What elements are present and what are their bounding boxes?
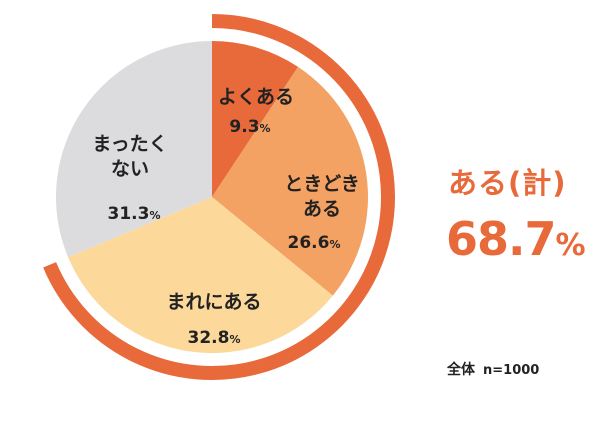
sample-label: 全体 <box>447 362 475 378</box>
slice-label-line: ときどき <box>284 173 359 195</box>
pie-slice <box>68 197 333 353</box>
slice-label-tokidoki: ときどきある <box>284 173 359 220</box>
slice-value-number: 26.6 <box>288 233 330 253</box>
slice-value-unit: % <box>149 209 160 222</box>
slice-value-yokuaru: 9.3% <box>229 117 270 137</box>
total-value-unit: % <box>555 228 586 263</box>
pie-slice <box>55 41 212 258</box>
total-value-number: 68.7 <box>446 212 556 266</box>
total-value: 68.7% <box>446 212 586 266</box>
slice-value-unit: % <box>260 122 271 135</box>
slice-value-tokidoki: 26.6% <box>288 233 341 253</box>
total-label: ある(計) <box>448 166 567 200</box>
slice-value-unit: % <box>229 333 240 346</box>
pie-slices <box>55 41 369 353</box>
slice-label-line: ある <box>303 198 341 220</box>
pie-slice <box>212 41 299 197</box>
slice-value-number: 31.3 <box>108 204 150 224</box>
slice-value-mattaku: 31.3% <box>108 204 161 224</box>
slice-label-mattaku: まったくない <box>92 133 167 180</box>
slice-value-mareni: 32.8% <box>188 328 241 348</box>
slice-label-line: まったく <box>92 133 167 155</box>
sample-note: 全体 n=1000 <box>447 359 539 379</box>
slice-value-unit: % <box>329 238 340 251</box>
slice-value-number: 9.3 <box>229 117 259 137</box>
pie-slice <box>212 66 369 296</box>
slice-label-mareni: まれにある <box>166 291 261 313</box>
slice-value-number: 32.8 <box>188 328 230 348</box>
slice-label-line: ない <box>111 158 149 180</box>
slice-label-yokuaru: よくある <box>218 86 294 108</box>
total-arc <box>43 14 395 380</box>
sample-size: n=1000 <box>483 363 540 378</box>
